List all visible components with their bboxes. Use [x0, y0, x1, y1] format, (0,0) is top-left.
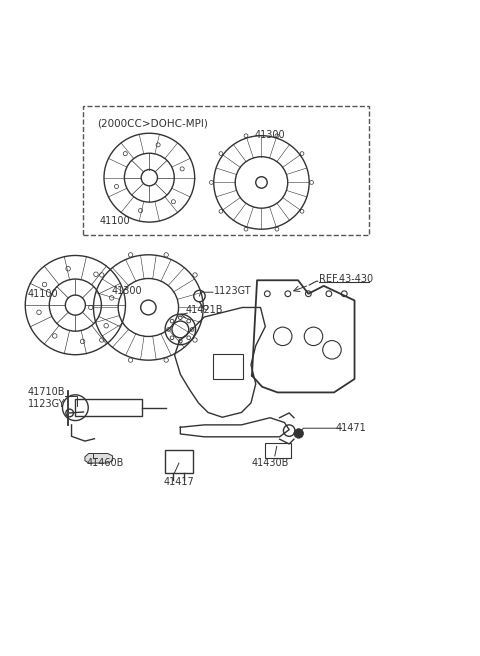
Text: 1123GT: 1123GT	[214, 286, 252, 297]
Text: (2000CC>DOHC-MPI): (2000CC>DOHC-MPI)	[97, 118, 208, 128]
Text: 41417: 41417	[164, 477, 194, 487]
Text: 41460B: 41460B	[86, 458, 124, 468]
Bar	[83, 106, 369, 235]
Text: 41100: 41100	[99, 216, 130, 226]
Text: REF.43-430: REF.43-430	[319, 274, 373, 284]
Bar	[75, 399, 142, 417]
Text: 41471: 41471	[336, 423, 366, 433]
Bar	[165, 450, 193, 472]
Text: 41300: 41300	[111, 286, 142, 296]
Text: 41430B: 41430B	[252, 458, 289, 468]
Text: 41100: 41100	[28, 289, 58, 298]
Text: 1123GY: 1123GY	[28, 400, 65, 409]
Text: 41710B: 41710B	[28, 387, 65, 397]
Bar	[265, 443, 290, 459]
Text: 41300: 41300	[254, 130, 285, 140]
Circle shape	[294, 428, 303, 438]
Polygon shape	[85, 453, 113, 463]
Bar	[213, 354, 243, 379]
Text: 41421B: 41421B	[185, 305, 223, 315]
